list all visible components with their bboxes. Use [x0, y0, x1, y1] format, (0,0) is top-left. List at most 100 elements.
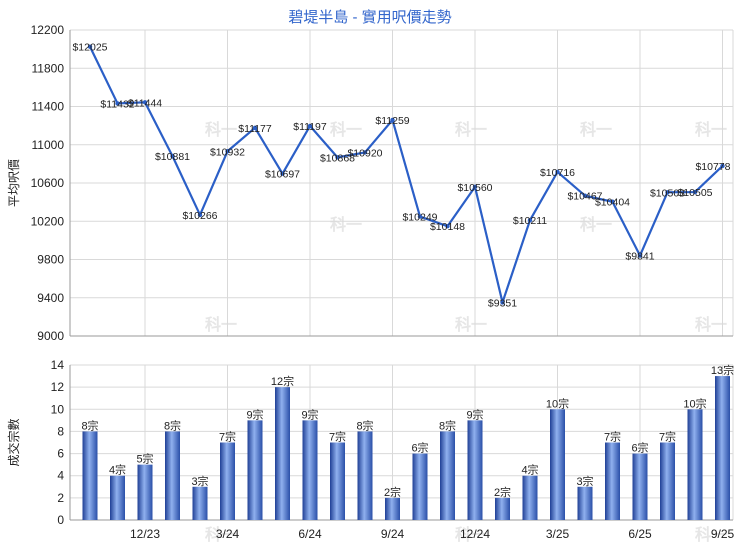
price-y-tick-label: 9400 — [37, 291, 64, 305]
price-point — [197, 212, 203, 218]
count-y-tick-label: 4 — [57, 469, 64, 483]
price-point-label: $9841 — [625, 251, 654, 263]
price-point-label: $9351 — [488, 297, 517, 309]
count-bar-label: 8宗 — [356, 418, 373, 432]
count-bar-label: 4宗 — [109, 463, 126, 477]
price-point — [225, 149, 230, 154]
count-bar-label: 7宗 — [659, 430, 676, 444]
count-bar-label: 3宗 — [576, 474, 593, 488]
count-bar — [247, 420, 263, 520]
count-x-tick-label: 3/24 — [216, 527, 240, 541]
count-bar — [357, 431, 373, 520]
price-point-label: $10697 — [265, 169, 300, 181]
price-point — [692, 189, 698, 195]
count-bar-label: 3宗 — [191, 474, 208, 488]
price-point-label: $10467 — [567, 191, 602, 203]
count-bar-label: 2宗 — [494, 485, 511, 499]
count-bar-label: 2宗 — [384, 485, 401, 499]
count-x-tick-label: 9/24 — [381, 527, 405, 541]
count-x-tick-label: 12/23 — [130, 527, 160, 541]
count-bar — [440, 431, 455, 520]
count-bar — [275, 387, 290, 520]
data-labels: 8宗 4宗 5宗 8宗 3宗 7宗 9宗 12宗 9宗 7宗 8宗 2宗 6宗 8宗 9宗 2宗 4宗 10宗 3宗… — [72, 42, 734, 499]
price-point — [500, 300, 505, 305]
price-point-label: $10148 — [430, 221, 465, 233]
count-bar-label: 9宗 — [466, 407, 483, 421]
price-point — [555, 169, 560, 175]
price-point-label: $10211 — [513, 215, 547, 227]
price-line — [87, 44, 725, 305]
price-point-label: $10716 — [540, 167, 575, 179]
price-point — [115, 101, 120, 106]
count-bar-label: 9宗 — [301, 407, 318, 421]
count-y-tick-label: 2 — [57, 491, 64, 505]
price-point — [252, 125, 258, 131]
price-point-label: $10266 — [182, 210, 217, 222]
count-y-tick-label: 14 — [51, 358, 65, 372]
watermark: 科一 — [330, 215, 362, 234]
watermark: 科一 — [455, 120, 487, 139]
count-bar — [495, 497, 510, 520]
price-point — [417, 214, 423, 219]
count-bar — [715, 376, 730, 520]
price-point-label: $11259 — [375, 115, 409, 127]
count-x-tick-label: 12/24 — [460, 527, 490, 541]
price-point-label: $11432 — [100, 98, 134, 110]
count-bar — [137, 464, 153, 520]
count-bar — [467, 420, 483, 520]
count-bar-label: 9宗 — [246, 407, 263, 421]
count-bar-label: 7宗 — [329, 430, 346, 444]
watermark: 科一 — [695, 120, 727, 139]
count-bar — [605, 442, 620, 520]
count-bar — [550, 409, 565, 520]
count-x-tick-label: 9/25 — [711, 527, 735, 541]
count-bar — [330, 442, 345, 520]
price-point-label: $10404 — [595, 197, 630, 209]
price-point — [665, 190, 670, 195]
count-bars — [82, 376, 730, 520]
watermark: 科一 — [695, 315, 727, 334]
price-point — [87, 44, 93, 49]
count-bar — [687, 409, 703, 520]
count-bar — [412, 453, 428, 520]
price-point — [445, 224, 450, 229]
price-point-label: $10920 — [347, 147, 382, 159]
axis-labels: 9000940098001020010600110001140011800122… — [31, 23, 735, 541]
price-point — [307, 123, 313, 129]
count-y-tick-label: 12 — [51, 380, 65, 394]
count-bar-label: 7宗 — [604, 430, 621, 444]
count-bar-label: 4宗 — [521, 463, 538, 477]
watermark: 科一 — [695, 525, 727, 544]
count-bar — [577, 486, 593, 520]
count-x-tick-label: 6/25 — [628, 527, 652, 541]
count-x-tick-label: 6/24 — [298, 527, 322, 541]
count-bar — [632, 453, 648, 520]
price-point-label: $10503 — [650, 187, 685, 199]
count-y-tick-label: 10 — [51, 402, 65, 416]
price-y-tick-label: 11400 — [32, 100, 65, 114]
price-grid — [69, 29, 734, 337]
price-point-label: $10560 — [457, 182, 492, 194]
price-point-label: $12025 — [72, 42, 107, 54]
count-bar-label: 5宗 — [136, 452, 153, 466]
price-point — [527, 217, 533, 223]
chart-title: 碧堤半島 - 實用呎價走勢 — [288, 9, 452, 26]
price-y-tick-label: 12200 — [31, 23, 65, 37]
price-point — [610, 199, 615, 204]
price-point-label: $11444 — [128, 97, 162, 109]
count-bar-label: 10宗 — [683, 396, 706, 410]
count-x-tick-label: 3/25 — [546, 527, 570, 541]
count-y-axis-label: 成交宗數 — [6, 418, 21, 466]
count-bar-label: 8宗 — [81, 418, 98, 432]
watermark: 科一 — [580, 120, 612, 139]
price-y-tick-label: 9000 — [37, 329, 64, 343]
price-point — [362, 150, 368, 155]
price-y-tick-label: 10600 — [31, 176, 65, 190]
price-point — [142, 100, 148, 105]
price-point-label: $10881 — [155, 151, 190, 163]
price-series-line — [89, 46, 724, 304]
count-bar — [385, 497, 400, 520]
